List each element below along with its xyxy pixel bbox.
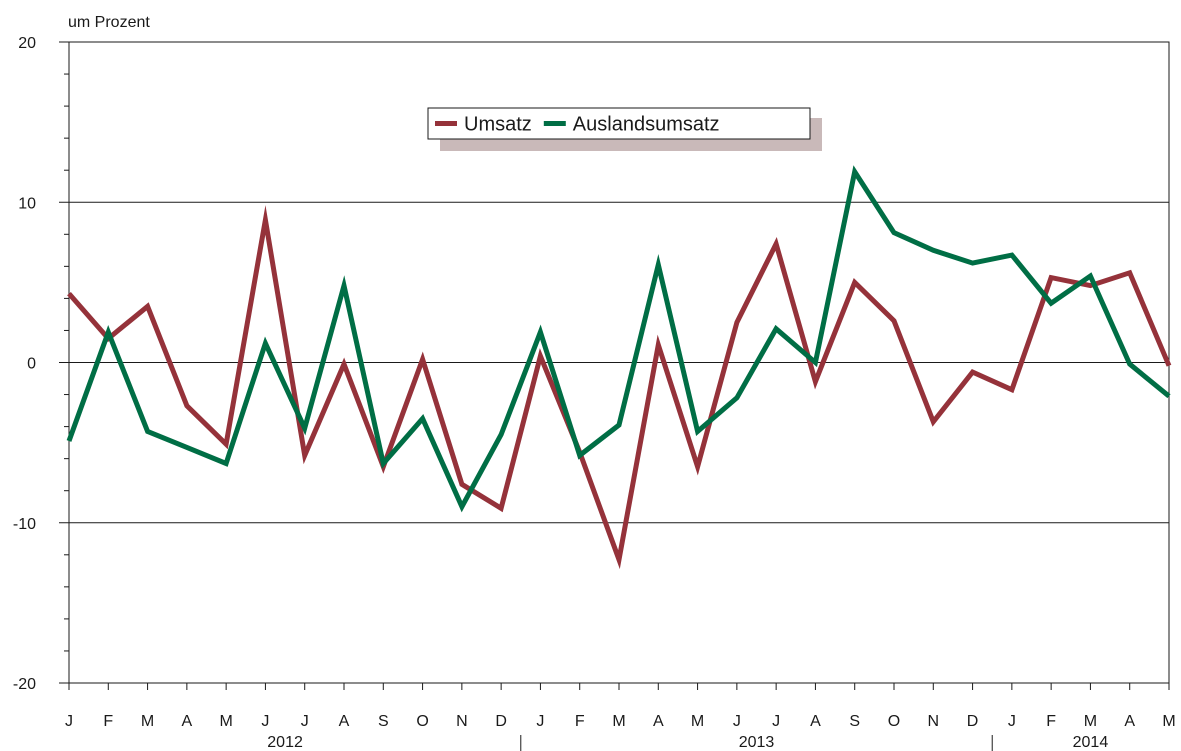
- x-tick-label: A: [810, 713, 821, 730]
- x-tick-label: J: [261, 713, 269, 730]
- y-tick-label: -20: [13, 676, 36, 693]
- x-tick-label: N: [928, 713, 940, 730]
- x-tick-label: J: [1008, 713, 1016, 730]
- year-label: 2014: [1073, 734, 1109, 751]
- x-tick-label: D: [967, 713, 979, 730]
- year-label: 2012: [267, 734, 303, 751]
- year-label: 2013: [739, 734, 775, 751]
- legend-label: Auslandsumsatz: [573, 114, 720, 136]
- legend-box: [427, 107, 811, 140]
- x-tick-label: M: [1162, 713, 1175, 730]
- x-tick-label: F: [575, 713, 585, 730]
- x-tick-label: M: [612, 713, 625, 730]
- x-tick-label: M: [141, 713, 154, 730]
- x-tick-label: A: [653, 713, 664, 730]
- legend: Umsatz Auslandsumsatz: [427, 107, 822, 151]
- y-axis: 20 10 0 -10 -20: [13, 35, 69, 693]
- x-tick-label: O: [888, 713, 900, 730]
- y-tick-label: 20: [18, 35, 36, 52]
- legend-items: Umsatz Auslandsumsatz: [435, 114, 720, 136]
- x-axis: J F M A M J J A S O N D J F M A M J J A S O N D J F M A M 2012 2013 201…: [65, 683, 1176, 751]
- y-tick-label: 10: [18, 195, 36, 212]
- series-lines: [66, 165, 1172, 570]
- x-tick-label: N: [456, 713, 468, 730]
- x-tick-label: O: [416, 713, 428, 730]
- y-axis-label: um Prozent: [68, 14, 150, 31]
- x-tick-label: F: [1046, 713, 1056, 730]
- legend-label: Umsatz: [464, 114, 532, 136]
- x-tick-label: A: [339, 713, 350, 730]
- x-tick-label: F: [103, 713, 113, 730]
- x-tick-label: M: [1084, 713, 1097, 730]
- gridlines: [69, 201, 1169, 524]
- x-tick-label: A: [182, 713, 193, 730]
- series-line-auslandsumsatz: [66, 165, 1171, 513]
- x-tick-label: J: [301, 713, 309, 730]
- x-tick-label: M: [219, 713, 232, 730]
- x-tick-label: S: [849, 713, 860, 730]
- y-tick-label: -10: [13, 516, 36, 533]
- x-tick-label: J: [65, 713, 73, 730]
- y-tick-label: 0: [27, 356, 36, 373]
- x-tick-label: A: [1124, 713, 1135, 730]
- x-tick-label: S: [378, 713, 389, 730]
- x-tick-label: M: [691, 713, 704, 730]
- x-tick-label: J: [733, 713, 741, 730]
- x-tick-label: J: [772, 713, 780, 730]
- series-line-umsatz: [67, 205, 1172, 570]
- x-tick-label: D: [495, 713, 507, 730]
- x-tick-label: J: [536, 713, 544, 730]
